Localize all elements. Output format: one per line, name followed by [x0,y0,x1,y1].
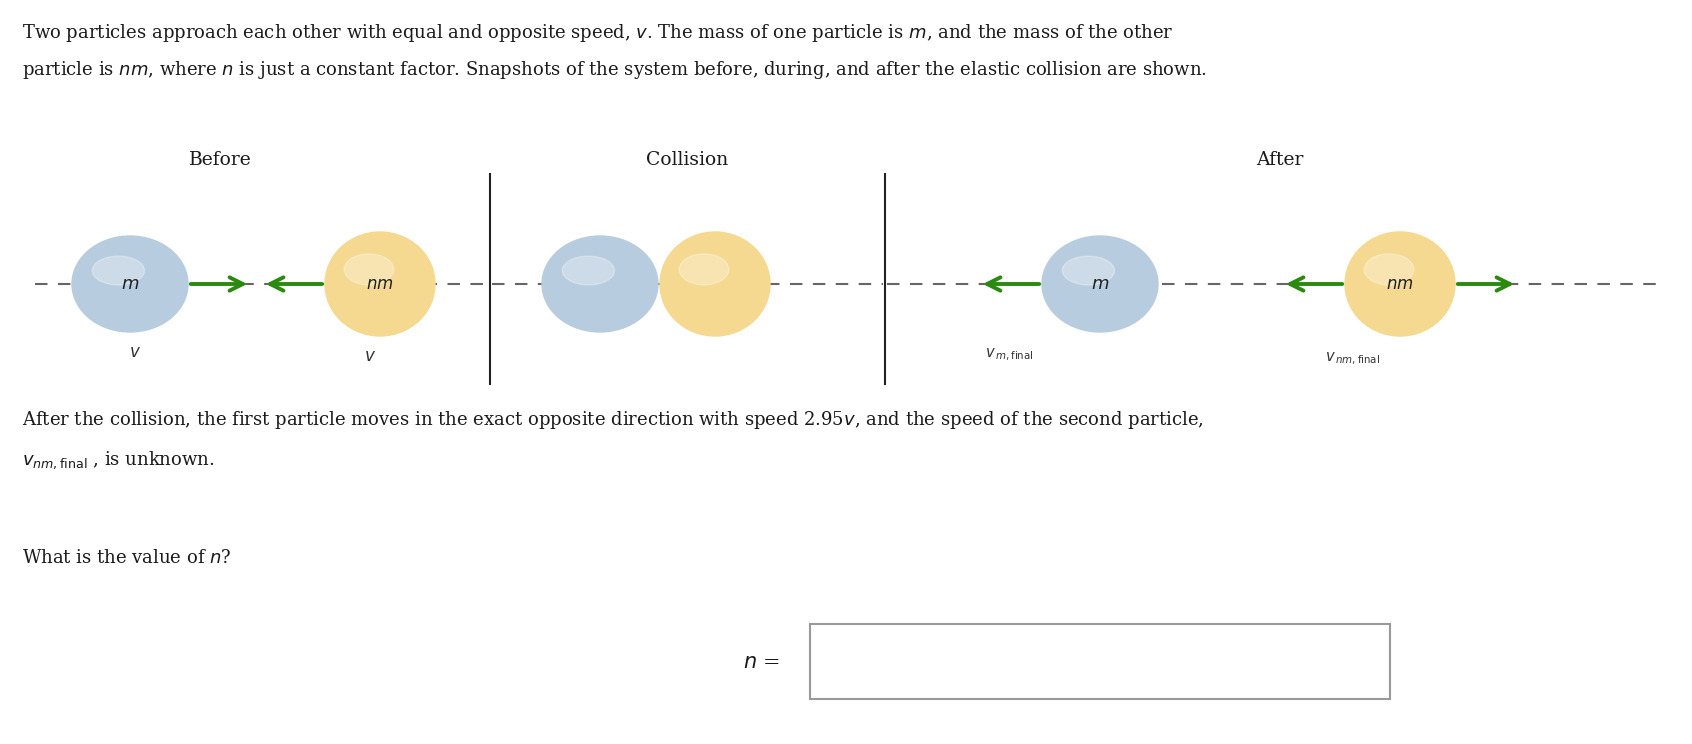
FancyBboxPatch shape [810,624,1391,699]
Text: Collision: Collision [646,151,728,169]
Ellipse shape [541,236,658,332]
Text: $v_{\,m,\mathrm{final}}$: $v_{\,m,\mathrm{final}}$ [985,347,1034,363]
Ellipse shape [1063,256,1115,285]
Ellipse shape [93,256,144,285]
Ellipse shape [325,232,435,336]
Text: What is the value of $n$?: What is the value of $n$? [22,549,232,567]
Text: $nm$: $nm$ [1386,275,1415,292]
Text: $m$: $m$ [1091,275,1110,293]
Text: $v$: $v$ [129,344,140,361]
Text: $m$: $m$ [120,275,139,293]
Text: $v_{\,nm,\mathrm{final}}$: $v_{\,nm,\mathrm{final}}$ [1325,351,1381,368]
Text: $v$: $v$ [364,348,376,365]
Ellipse shape [1345,232,1455,336]
Ellipse shape [343,254,394,285]
Ellipse shape [1042,236,1157,332]
Text: After the collision, the first particle moves in the exact opposite direction wi: After the collision, the first particle … [22,409,1205,431]
Ellipse shape [73,236,188,332]
Ellipse shape [562,256,614,285]
Text: $v_{nm,\mathrm{final}}$ , is unknown.: $v_{nm,\mathrm{final}}$ , is unknown. [22,449,215,471]
Ellipse shape [1364,254,1415,285]
Ellipse shape [660,232,770,336]
Text: Two particles approach each other with equal and opposite speed, $v$. The mass o: Two particles approach each other with e… [22,22,1174,44]
Text: $nm$: $nm$ [365,275,394,292]
Text: particle is $nm$, where $n$ is just a constant factor. Snapshots of the system b: particle is $nm$, where $n$ is just a co… [22,59,1206,81]
Ellipse shape [678,254,729,285]
Text: After: After [1257,151,1305,169]
Text: $n$ =: $n$ = [743,652,780,672]
Text: Before: Before [188,151,252,169]
